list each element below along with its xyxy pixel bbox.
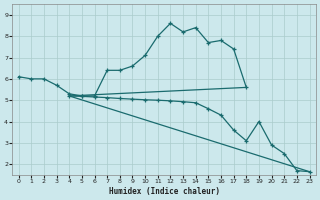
- X-axis label: Humidex (Indice chaleur): Humidex (Indice chaleur): [108, 187, 220, 196]
